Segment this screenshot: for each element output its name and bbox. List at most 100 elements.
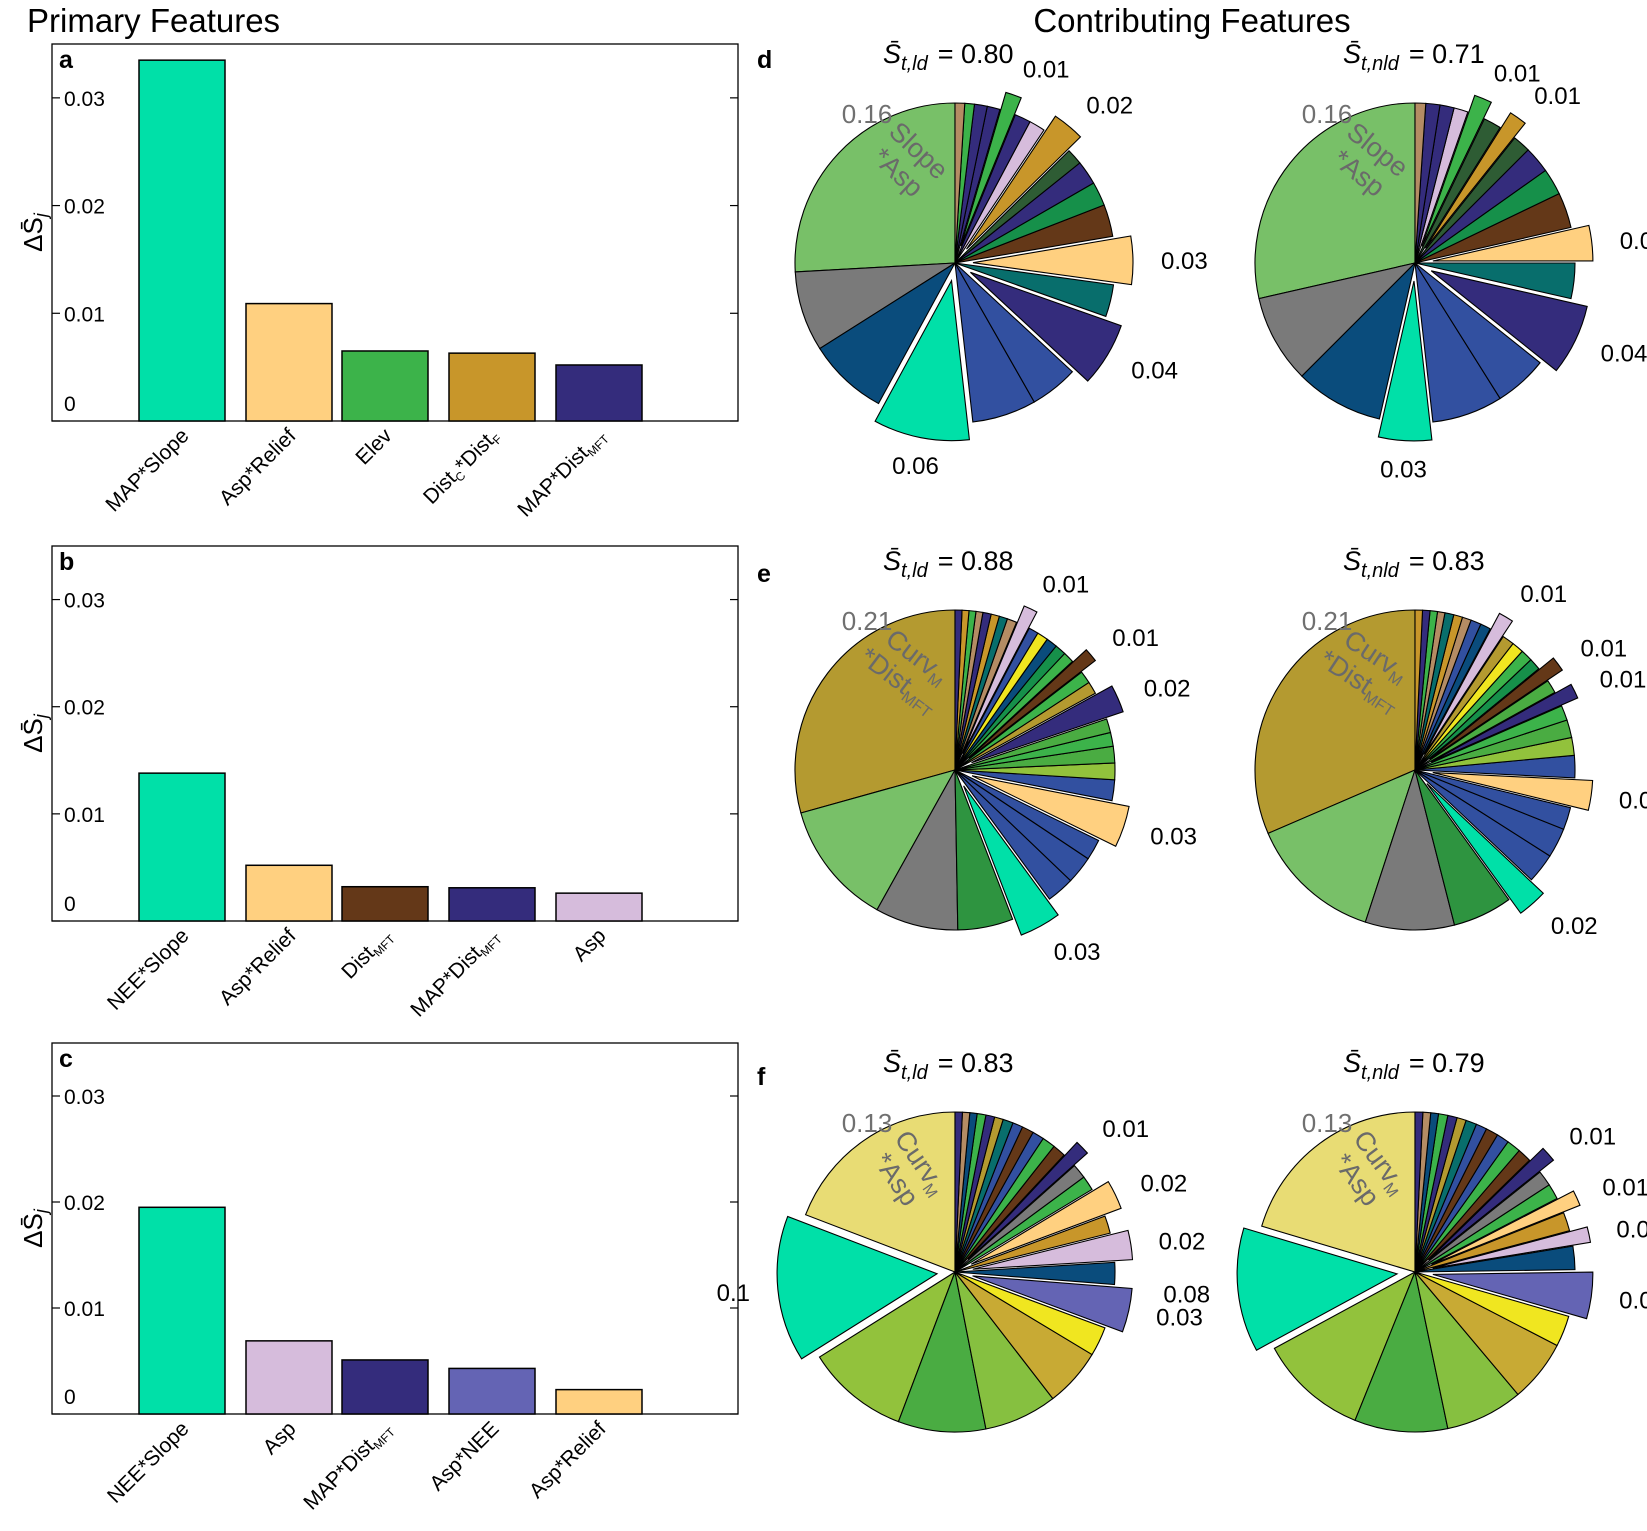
pie-slice: [954, 262, 1115, 318]
pie-slice: [1301, 261, 1416, 420]
pie-slice: [818, 1270, 957, 1423]
pie-slice: [966, 115, 1082, 250]
pie-slice: [1364, 768, 1456, 931]
pie-d-nld: 0.030.040.020.010.010.16Slope*AspS̄t,nld…: [1254, 39, 1647, 484]
pie-slice: [1414, 262, 1541, 400]
slice-label: 0.03: [1380, 457, 1427, 484]
pie-slice: [1423, 612, 1514, 755]
pie-e-nld: 0.020.020.010.010.010.21CurvM*DistMFTS̄t…: [1254, 546, 1647, 940]
primary-features-header: Primary Features: [27, 2, 280, 39]
y-axis-label: ΔS̄j: [18, 1208, 51, 1248]
panel-letter-c: c: [59, 1045, 73, 1073]
pie-slice: [1430, 683, 1579, 763]
pie-slice: [954, 609, 963, 771]
pie-slice: [970, 1180, 1122, 1265]
pie-slice: [1414, 1212, 1571, 1273]
y-tick-label: 0: [64, 893, 76, 916]
top-slice-value: 0.13: [842, 1108, 893, 1138]
pie-slice: [1414, 609, 1424, 771]
x-tick-label: Asp*NEE: [425, 1417, 503, 1495]
pie-slice: [874, 278, 971, 442]
pie-slice: [954, 1271, 1106, 1356]
slice-label: 0.01: [1616, 1217, 1647, 1244]
slice-label: 0.01: [1580, 635, 1627, 662]
pie-slice: [1426, 783, 1545, 914]
y-axis-label: ΔS̄j: [18, 713, 51, 753]
category-label: NEE*Slope: [103, 924, 194, 1015]
pie-slice: [967, 1141, 1089, 1260]
panel-letter-a: a: [59, 46, 74, 74]
pie-slice: [1261, 1111, 1416, 1273]
pie-slice: [1414, 1245, 1576, 1273]
category-label: Asp: [259, 1417, 301, 1459]
bar-MAP*DistMFT: [448, 887, 536, 922]
slice-label: 0.02: [1086, 92, 1133, 119]
x-tick-label: Asp*Relief: [215, 424, 301, 510]
pie-slice: [954, 769, 1014, 931]
y-tick-label: 0.03: [64, 590, 105, 613]
x-tick-label: MAP*DistMFT: [406, 924, 505, 1023]
panel-letter-b: b: [59, 548, 74, 576]
slice-label: 0.04: [1131, 358, 1178, 385]
slice-label: 0.01: [1102, 1116, 1149, 1143]
pie-slice: [1414, 102, 1427, 264]
pie-slice: [1429, 657, 1564, 760]
pie-slice: [800, 769, 957, 911]
bar-Asp: [555, 892, 643, 922]
x-tick-label: Asp: [259, 1417, 301, 1459]
slice-label: 0.03: [1150, 824, 1197, 851]
pie-slice: [1414, 1271, 1570, 1347]
pie-title: S̄t,nld = 0.83: [1343, 546, 1485, 582]
y-tick-label: 0: [64, 1386, 76, 1409]
pie-slice: [804, 1111, 956, 1273]
pie-f-nld: 0.080.030.010.010.010.13CurvM*AspS̄t,nld…: [1163, 1048, 1647, 1433]
bar-DistMFT: [341, 885, 429, 922]
category-label: MAP*DistMFT: [406, 924, 505, 1023]
pie-slice: [954, 1261, 1116, 1286]
category-label: NEE*Slope: [103, 1417, 194, 1508]
x-tick-label: DistC*DistF: [419, 429, 505, 508]
pie-slice: [954, 718, 1112, 771]
pie-slice: [1414, 262, 1576, 300]
pie-slice: [954, 1215, 1111, 1273]
category-label: Asp*NEE: [425, 1417, 503, 1495]
pie-slice: [968, 649, 1097, 759]
bar-Asp*NEE: [448, 1367, 536, 1415]
pie-slice: [1254, 102, 1416, 300]
y-axis-label: ΔS̄j: [18, 212, 51, 252]
panel-letter-f: f: [757, 1063, 766, 1091]
bar-panel-b: 0 0.01 0.02 0.03 b ΔS̄j NEE*Slope Asp*Relief Dis…: [18, 545, 739, 1023]
slice-label: 0.03: [1619, 1287, 1647, 1314]
slice-label: 0.01: [1520, 581, 1567, 608]
pie-slice: [972, 1275, 1133, 1333]
pie-title: S̄t,ld = 0.88: [883, 546, 1014, 582]
pie-slice: [1428, 1147, 1555, 1261]
pie-slice: [1414, 137, 1529, 264]
pie-slice: [1414, 118, 1501, 264]
panel-letter-d: d: [757, 46, 772, 74]
y-tick-label: 0.01: [64, 804, 105, 827]
category-label: Asp*Relief: [215, 924, 301, 1010]
y-tick-label: 0.01: [64, 303, 105, 326]
pie-slice: [1431, 1190, 1581, 1266]
bar-panel-c: 0 0.01 0.02 0.03 c ΔS̄j NEE*Slope AspMAP*DistMF…: [18, 1042, 739, 1515]
category-label: MAP*Slope: [101, 424, 193, 516]
pie-slice: [897, 1270, 987, 1433]
pie-slice: [1424, 112, 1526, 249]
top-slice-value: 0.16: [1302, 99, 1353, 129]
top-slice-value: 0.13: [1302, 1108, 1353, 1138]
bar-MAP*DistMFT: [341, 1359, 429, 1415]
pie-slice: [972, 235, 1134, 286]
pie-slice: [794, 609, 956, 814]
x-tick-label: MAP*DistMFT: [299, 1424, 398, 1514]
pie-title: S̄t,nld = 0.71: [1343, 39, 1485, 75]
pie-slice: [962, 605, 1038, 754]
pie-slice: [960, 91, 1022, 247]
pie-slice: [1414, 769, 1510, 926]
category-label: Asp*Relief: [215, 424, 301, 510]
pie-e-ld: 0.030.030.020.010.010.21CurvM*DistMFTS̄t…: [794, 546, 1197, 966]
x-tick-label: Elev: [351, 424, 397, 470]
slice-label: 0.01: [1569, 1124, 1616, 1151]
